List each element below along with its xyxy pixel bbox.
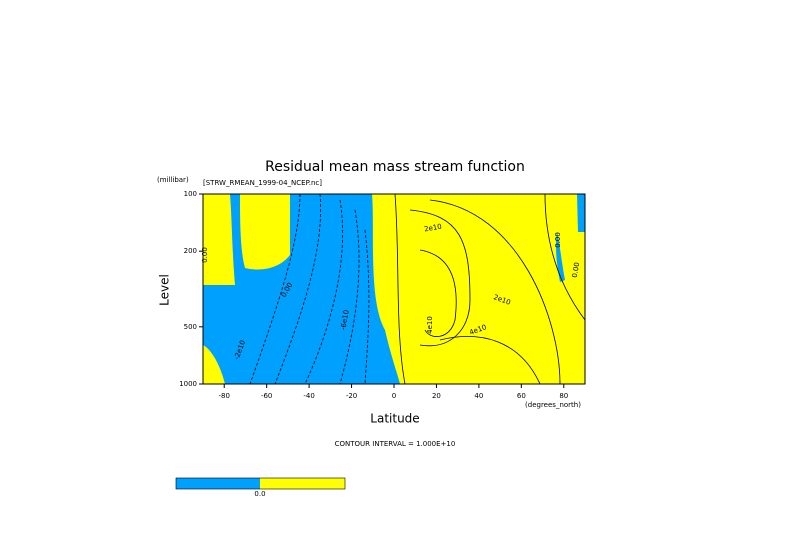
contour-label: -6e10 [339,309,350,330]
contour-interval: CONTOUR INTERVAL = 1.000E+10 [335,440,456,448]
y-unit: (millibar) [157,176,189,184]
colorbar-frame [175,477,346,490]
contour-line [274,193,322,385]
contour-label: 0.00 [571,262,582,279]
x-tick-label: -20 [346,392,357,400]
x-tick-label: 20 [432,392,441,400]
contour-line [439,336,541,385]
contour-label: 4e10 [426,316,434,334]
positive-region [240,194,290,270]
positive-region [203,345,225,384]
colorbar-label: 0.0 [254,490,265,498]
contour-line [394,193,406,385]
contour-field [203,193,586,385]
x-tick-label: -60 [261,392,272,400]
contour-line [249,193,301,385]
x-tick-label: -80 [219,392,230,400]
y-tick-label: 200 [184,247,197,255]
contour-line [364,229,370,385]
x-tick-label: 0 [392,392,396,400]
x-unit: (degrees_north) [525,401,581,409]
subtitle: [STRW_RMEAN_1999-04_NCEP.nc] [203,179,322,187]
x-tick-label: -40 [303,392,314,400]
contour-label: 0.00 [554,232,562,248]
contour-label: 2e10 [424,223,443,234]
colorbar-positive [260,478,345,489]
x-tick-label: 80 [559,392,568,400]
x-axis-label: Latitude [370,412,419,426]
contour-line [339,209,360,385]
contour-label: 0.00 [201,247,209,263]
negative-region [556,232,565,282]
x-tick-label: 40 [474,392,483,400]
y-tick-label: 1000 [179,380,197,388]
y-tick-label: 100 [184,190,197,198]
chart-title: Residual mean mass stream function [265,159,525,175]
contour-line [429,199,561,385]
x-tick-label: 60 [517,392,526,400]
contour-line [304,199,343,385]
contour-line [419,249,457,337]
y-axis-label: Level [158,274,172,306]
contour-line [409,209,471,347]
contour-line [544,193,586,321]
negative-region [203,194,400,384]
colorbar-negative [176,478,260,489]
y-tick-label: 500 [184,323,197,331]
negative-region [577,194,585,232]
